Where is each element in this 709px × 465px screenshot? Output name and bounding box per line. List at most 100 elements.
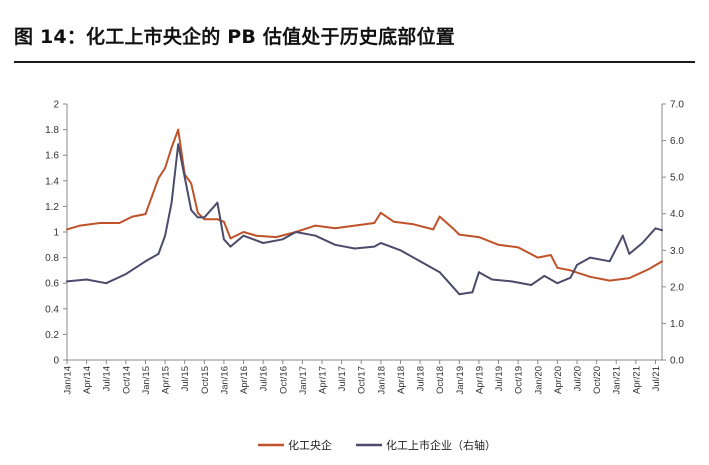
series-1-point	[105, 282, 108, 285]
x-axis-tick-label: Oct/15	[200, 366, 211, 394]
x-axis-tick-label: Jan/15	[141, 366, 152, 395]
series-0-point	[144, 213, 147, 216]
series-1-point	[124, 273, 127, 275]
x-axis-tick-label: Oct/19	[514, 366, 525, 394]
left-axis-tick-label: 0.6	[45, 279, 59, 290]
right-axis-tick-label: 1.0	[670, 319, 684, 330]
x-axis-tick-label: Jan/18	[376, 366, 387, 395]
series-0-point	[334, 227, 336, 230]
right-axis-tick-label: 7.0	[670, 100, 684, 111]
right-axis-tick-label: 0.0	[670, 356, 684, 367]
left-axis-tick-label: 1.8	[45, 125, 59, 136]
series-1-point	[262, 242, 265, 244]
series-1-point	[294, 231, 297, 233]
x-axis-tick-label: Jan/14	[63, 366, 74, 395]
series-0-point	[98, 222, 101, 224]
series-1-point	[216, 201, 219, 204]
series-0-point	[517, 246, 520, 249]
series-0-point	[66, 228, 68, 231]
series-1-point	[556, 282, 559, 285]
series-1-point	[419, 260, 421, 263]
series-0-point	[229, 237, 232, 240]
series-0-point	[608, 279, 611, 282]
series-0-point	[170, 146, 173, 149]
series-0-point	[314, 224, 317, 227]
right-axis-tick-label: 4.0	[670, 209, 684, 220]
x-axis-tick-label: Jul/21	[651, 366, 662, 391]
x-axis-tick-label: Apr/21	[631, 366, 642, 394]
series-0-point	[216, 218, 219, 221]
series-0-point	[164, 167, 167, 169]
series-1-point	[654, 227, 657, 230]
left-axis-tick-label: 1	[53, 228, 59, 239]
x-axis-tick-label: Apr/20	[553, 366, 564, 394]
series-1-point	[373, 245, 376, 248]
series-1-point	[589, 256, 591, 259]
series-1-point	[491, 278, 493, 281]
series-0-point	[648, 268, 650, 270]
right-axis-tick-label: 3.0	[670, 246, 684, 257]
series-0-point	[242, 231, 245, 233]
series-1-point	[281, 238, 284, 241]
series-1-point	[628, 253, 631, 255]
series-1-point	[471, 291, 474, 294]
series-0-point	[458, 233, 461, 236]
x-axis-tick-label: Jan/21	[612, 366, 623, 395]
series-1-point	[353, 247, 356, 250]
left-axis-tick-label: 0.4	[45, 304, 59, 315]
legend-label-0: 化工央企	[288, 438, 332, 452]
series-0-point	[549, 254, 552, 256]
series-0-point	[255, 234, 258, 237]
x-axis-tick-label: Jan/16	[219, 366, 230, 395]
series-0-point	[451, 227, 454, 230]
series-0-point	[131, 215, 134, 218]
series-line-chemical-soes	[66, 128, 663, 282]
series-0-point	[353, 224, 356, 227]
series-0-point	[79, 224, 81, 227]
right-axis-tick-label: 5.0	[670, 173, 684, 184]
x-axis-tick-label: Jul/16	[259, 366, 270, 391]
legend-label-1: 化工上市企业（右轴）	[386, 438, 496, 452]
series-1-point	[190, 209, 193, 212]
x-axis-tick-label: Jul/18	[416, 366, 427, 391]
series-lines	[66, 128, 663, 296]
series-1-point	[66, 280, 68, 283]
x-axis-tick-label: Apr/15	[161, 366, 172, 394]
series-1-point	[177, 143, 180, 146]
series-0-point	[373, 222, 376, 224]
series-1-point	[242, 234, 245, 237]
series-0-point	[478, 236, 480, 239]
series-0-point	[393, 220, 395, 223]
series-1-point	[438, 271, 441, 274]
x-axis-tick-label: Jul/19	[494, 366, 505, 391]
series-0-point	[432, 228, 435, 231]
left-axis-tick-label: 2	[53, 100, 59, 111]
title-rule	[14, 61, 695, 63]
series-1-point	[641, 242, 644, 244]
series-1-point	[183, 176, 186, 179]
series-1-point	[458, 293, 461, 296]
series-1-point	[543, 275, 546, 277]
x-axis-tick-label: Jul/14	[102, 366, 113, 391]
x-axis-tick-label: Apr/16	[239, 366, 250, 394]
series-0-point	[275, 236, 278, 239]
axes: 0 0.2 0.4 0.6 0.8 1 1.2 1.4 1.6 1.8 2 0.0 1.0 2.0 3.0 4…	[45, 100, 684, 395]
series-0-point	[196, 211, 199, 214]
x-axis-tick-label: Jan/19	[455, 366, 466, 395]
x-axis-tick-label: Oct/16	[278, 366, 289, 394]
series-1-point	[576, 264, 578, 266]
right-axis-tick-label: 6.0	[670, 136, 684, 147]
series-0-point	[190, 182, 193, 185]
series-0-point	[177, 128, 180, 131]
series-0-point	[379, 211, 382, 214]
series-0-point	[118, 222, 121, 224]
series-1-point	[334, 243, 336, 246]
left-axis-tick-label: 1.4	[45, 176, 59, 187]
x-axis-tick-label: Apr/14	[82, 366, 93, 394]
series-1-point	[85, 278, 88, 281]
series-1-point	[157, 253, 160, 255]
series-1-point	[144, 260, 147, 263]
series-0-point	[536, 256, 539, 259]
series-0-point	[157, 177, 160, 180]
